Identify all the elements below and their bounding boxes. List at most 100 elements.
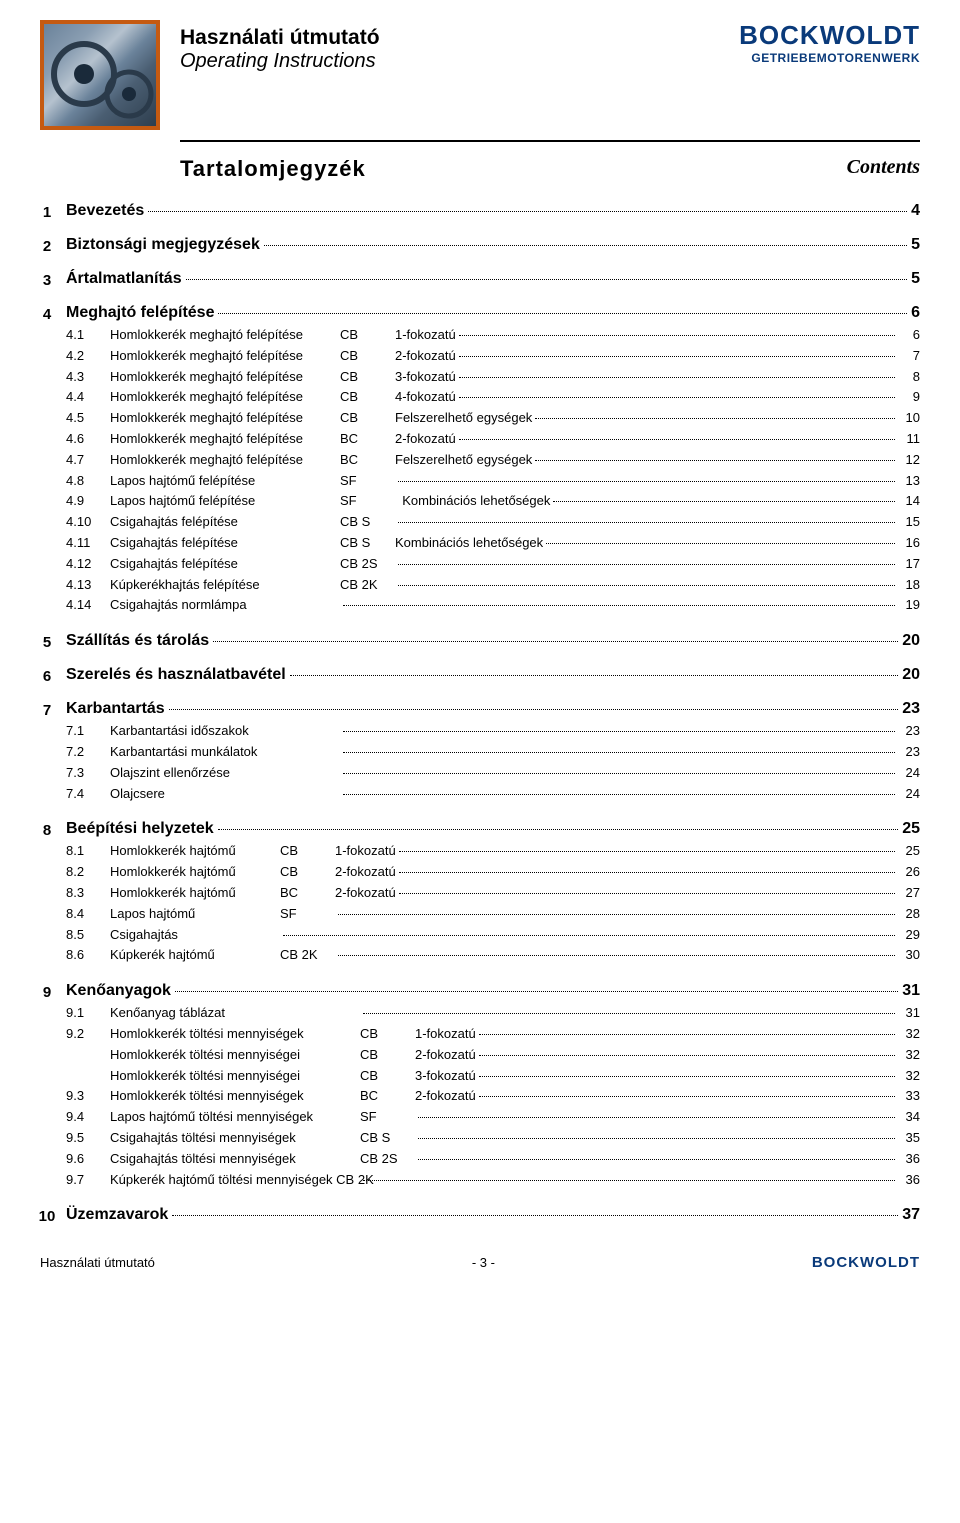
subsection-row: Homlokkerék töltési mennyiségeiCB3-fokoz… xyxy=(66,1066,920,1087)
subsection-page: 10 xyxy=(898,408,920,429)
section-title-row: Ártalmatlanítás 5 xyxy=(66,270,920,288)
subsection-list: 7.1Karbantartási időszakok237.2Karbantar… xyxy=(66,721,920,804)
section-title-row: Üzemzavarok37 xyxy=(66,1206,920,1224)
subsection-row: 9.6Csigahajtás töltési mennyiségekCB 2S3… xyxy=(66,1149,920,1170)
subsection-row: 8.1Homlokkerék hajtóműCB1-fokozatú25 xyxy=(66,841,920,862)
subsection-row: 7.1Karbantartási időszakok23 xyxy=(66,721,920,742)
subsection-page: 7 xyxy=(898,346,920,367)
dots-leader xyxy=(363,1013,895,1014)
subsection-desc: 4-fokozatú xyxy=(395,387,456,408)
subsection-page: 29 xyxy=(898,925,920,946)
dots-leader xyxy=(343,731,895,732)
subsection-page: 12 xyxy=(898,450,920,471)
section-title-row: Bevezetés 4 xyxy=(66,202,920,220)
section-number-badge: 10 xyxy=(36,1206,58,1228)
section-page: 6 xyxy=(911,304,920,322)
subsection-code: CB 2S xyxy=(340,554,395,575)
subsection-row: 4.6Homlokkerék meghajtó felépítéseBC2-fo… xyxy=(66,429,920,450)
dots-leader xyxy=(343,605,895,606)
dots-leader xyxy=(546,543,895,544)
subsection-code: CB xyxy=(280,862,335,883)
dots-leader xyxy=(399,893,895,894)
dots-leader xyxy=(459,439,895,440)
section-title-row: Kenőanyagok 31 xyxy=(66,982,920,1000)
subsection-label: Kúpkerék hajtómű xyxy=(110,945,280,966)
subsection-page: 36 xyxy=(898,1149,920,1170)
subsection-label: Lapos hajtómű felépítése xyxy=(110,471,340,492)
section-title: Beépítési helyzetek xyxy=(66,820,214,838)
dots-leader xyxy=(418,1138,895,1139)
subsection-code: CB 2S xyxy=(360,1149,415,1170)
subsection-desc: 3-fokozatú xyxy=(415,1066,476,1087)
subsection-row: 9.3Homlokkerék töltési mennyiségekBC2-fo… xyxy=(66,1086,920,1107)
subsection-label: Kúpkerék hajtómű töltési mennyiségek CB … xyxy=(110,1170,360,1191)
dots-leader xyxy=(479,1096,895,1097)
subsection-row: 7.4Olajcsere24 xyxy=(66,784,920,805)
subsection-page: 19 xyxy=(898,595,920,616)
subsection-desc: Felszerelhető egységek xyxy=(395,450,532,471)
subsection-code: CB 2K xyxy=(340,575,395,596)
subsection-page: 18 xyxy=(898,575,920,596)
subsection-number: 9.7 xyxy=(66,1170,110,1191)
subsection-number: 7.2 xyxy=(66,742,110,763)
dots-leader xyxy=(186,279,908,280)
subsection-number: 4.10 xyxy=(66,512,110,533)
dots-leader xyxy=(479,1055,895,1056)
subsection-page: 25 xyxy=(898,841,920,862)
subsection-number: 8.3 xyxy=(66,883,110,904)
subsection-number: 8.6 xyxy=(66,945,110,966)
toc-section: 9Kenőanyagok319.1Kenőanyag táblázat319.2… xyxy=(40,982,920,1190)
dots-leader xyxy=(290,675,899,676)
subsection-list: 8.1Homlokkerék hajtóműCB1-fokozatú258.2H… xyxy=(66,841,920,966)
subsection-desc: 2-fokozatú xyxy=(395,346,456,367)
subsection-label: Karbantartási munkálatok xyxy=(110,742,340,763)
subsection-label: Csigahajtás normlámpa xyxy=(110,595,340,616)
toc-section: 6Szerelés és használatbavétel20 xyxy=(40,666,920,684)
subsection-label: Homlokkerék hajtómű xyxy=(110,862,280,883)
section-heading-left: Tartalomjegyzék xyxy=(180,156,366,182)
section-page: 31 xyxy=(902,982,920,1000)
toc-section: 5Szállítás és tárolás20 xyxy=(40,632,920,650)
subsection-page: 15 xyxy=(898,512,920,533)
subsection-row: 9.5Csigahajtás töltési mennyiségekCB S35 xyxy=(66,1128,920,1149)
section-title: Kenőanyagok xyxy=(66,982,171,1000)
dots-leader xyxy=(363,1180,895,1181)
dots-leader xyxy=(283,935,895,936)
subsection-code: CB xyxy=(340,367,395,388)
subsection-page: 14 xyxy=(898,491,920,512)
section-title: Biztonsági megjegyzések xyxy=(66,236,260,254)
subsection-code: CB xyxy=(340,408,395,429)
section-title: Ártalmatlanítás xyxy=(66,270,182,288)
dots-leader xyxy=(218,829,899,830)
subsection-number: 4.14 xyxy=(66,595,110,616)
header-divider xyxy=(180,140,920,142)
section-page: 4 xyxy=(911,202,920,220)
section-heading-row: Tartalomjegyzék Contents xyxy=(180,156,920,182)
dots-leader xyxy=(398,522,895,523)
section-page: 5 xyxy=(911,270,920,288)
subsection-code: BC xyxy=(340,429,395,450)
subsection-label: Homlokkerék töltési mennyiségek xyxy=(110,1086,360,1107)
section-title: Szerelés és használatbavétel xyxy=(66,666,286,684)
subsection-page: 35 xyxy=(898,1128,920,1149)
section-title: Bevezetés xyxy=(66,202,144,220)
subsection-row: 8.2Homlokkerék hajtóműCB2-fokozatú26 xyxy=(66,862,920,883)
section-title-row: Meghajtó felépítése6 xyxy=(66,304,920,322)
section-number-badge: 3 xyxy=(36,270,58,292)
subsection-code: CB xyxy=(360,1024,415,1045)
toc-section: 3Ártalmatlanítás5 xyxy=(40,270,920,288)
subsection-page: 11 xyxy=(898,429,920,450)
section-title-row: Biztonsági megjegyzések5 xyxy=(66,236,920,254)
subsection-code: BC xyxy=(340,450,395,471)
subsection-label: Csigahajtás xyxy=(110,925,280,946)
section-number-badge: 4 xyxy=(36,304,58,326)
subsection-code: CB S xyxy=(340,533,395,554)
subsection-desc: 2-fokozatú xyxy=(335,883,396,904)
subsection-desc: Kombinációs lehetőségek xyxy=(395,491,550,512)
subsection-row: 4.5Homlokkerék meghajtó felépítéseCBFels… xyxy=(66,408,920,429)
subsection-row: 9.2Homlokkerék töltési mennyiségekCB1-fo… xyxy=(66,1024,920,1045)
subsection-page: 24 xyxy=(898,763,920,784)
subsection-number: 4.4 xyxy=(66,387,110,408)
subsection-page: 28 xyxy=(898,904,920,925)
subsection-number: 7.3 xyxy=(66,763,110,784)
